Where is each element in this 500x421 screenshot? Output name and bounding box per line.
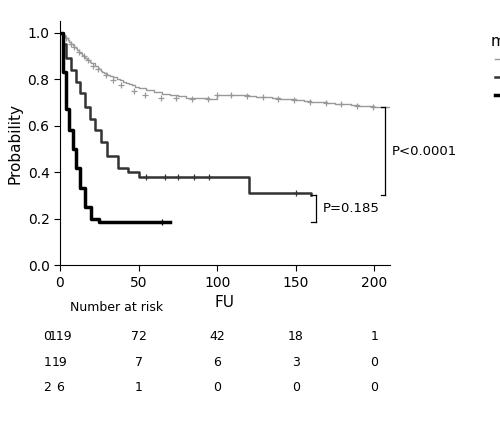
Text: 6: 6 — [213, 356, 221, 369]
Text: 1: 1 — [134, 381, 142, 394]
Text: 0: 0 — [370, 381, 378, 394]
Text: Number at risk: Number at risk — [70, 301, 163, 314]
Text: 42: 42 — [210, 330, 225, 344]
Text: P<0.0001: P<0.0001 — [392, 145, 457, 158]
Text: 1: 1 — [370, 330, 378, 344]
Text: 0: 0 — [44, 330, 52, 344]
Text: 0: 0 — [292, 381, 300, 394]
Text: 7: 7 — [134, 356, 142, 369]
Text: 1: 1 — [44, 356, 52, 369]
Text: 18: 18 — [288, 330, 304, 344]
Text: 19: 19 — [52, 356, 68, 369]
Legend: 0, 1, 2: 0, 1, 2 — [484, 28, 500, 109]
Text: 2: 2 — [44, 381, 52, 394]
Text: 3: 3 — [292, 356, 300, 369]
Y-axis label: Probability: Probability — [7, 103, 22, 184]
X-axis label: FU: FU — [215, 295, 235, 310]
Text: 72: 72 — [130, 330, 146, 344]
Text: 0: 0 — [370, 356, 378, 369]
Text: 6: 6 — [56, 381, 64, 394]
Text: 119: 119 — [48, 330, 72, 344]
Text: 0: 0 — [213, 381, 221, 394]
Text: P=0.185: P=0.185 — [322, 203, 380, 215]
